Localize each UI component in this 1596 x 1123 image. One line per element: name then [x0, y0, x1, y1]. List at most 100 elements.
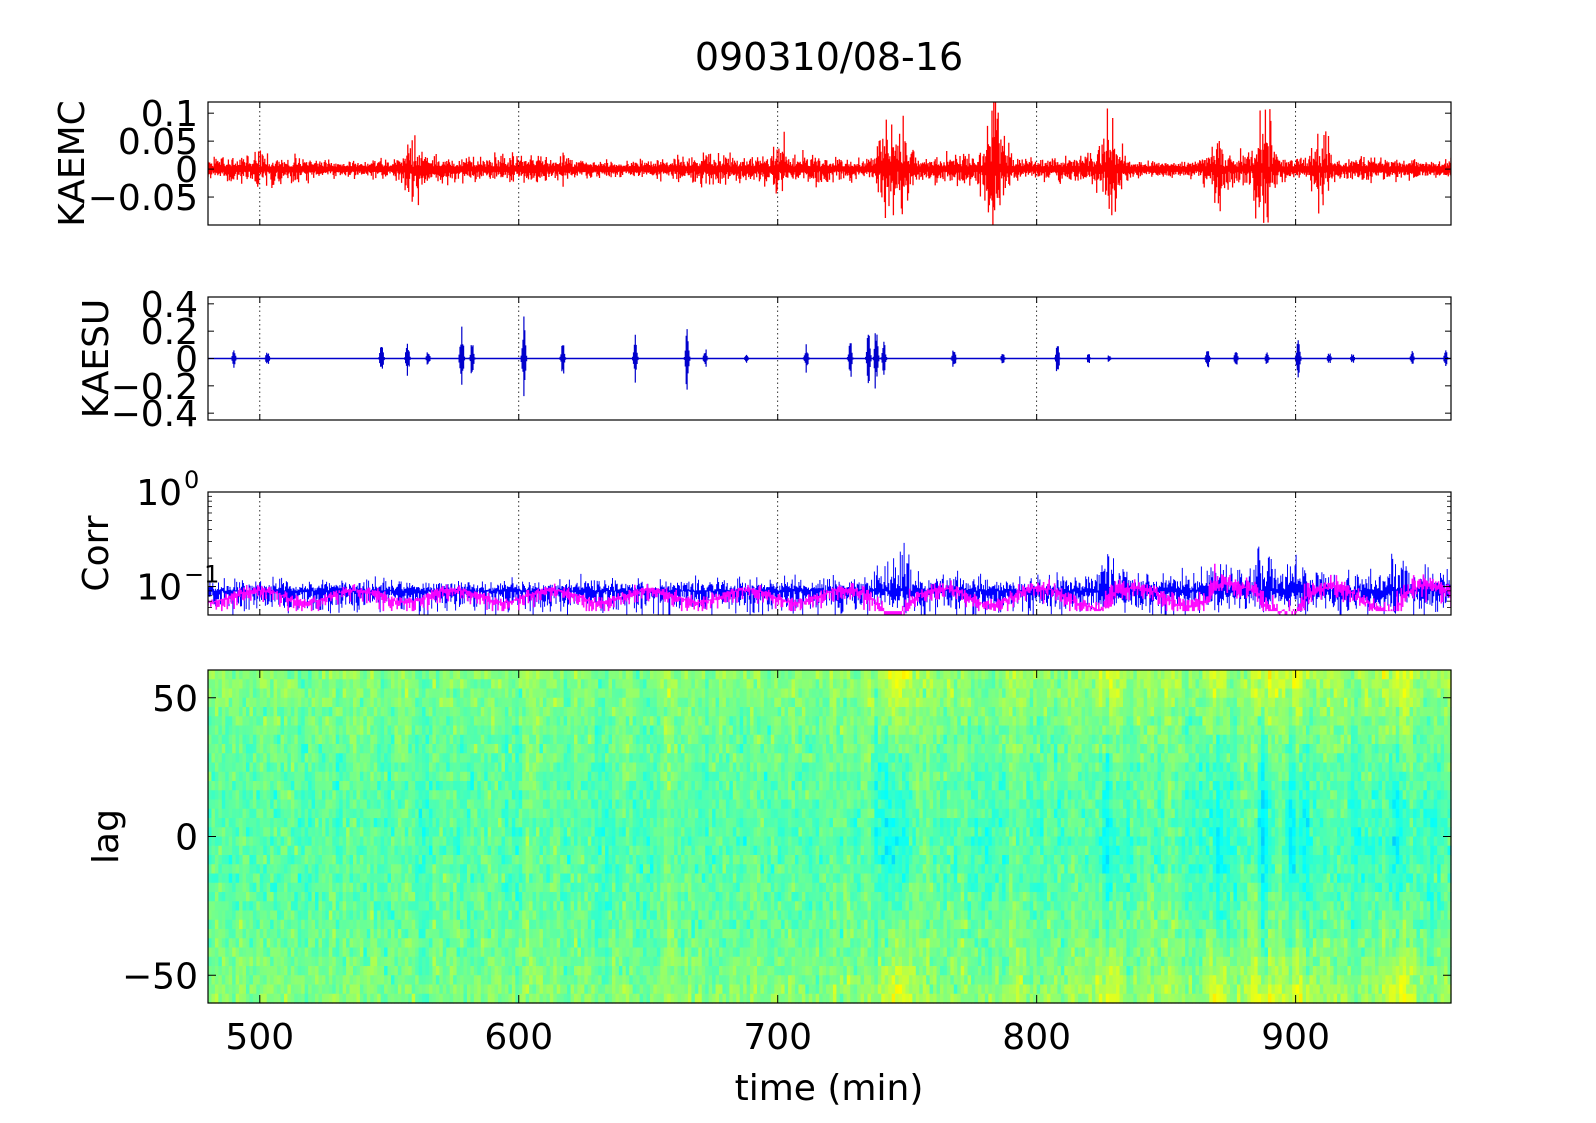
- heatmap-cell: [556, 892, 561, 902]
- heatmap-cell: [404, 697, 409, 708]
- heatmap-cell: [632, 762, 637, 773]
- heatmap-cell: [594, 984, 599, 995]
- heatmap-cell: [401, 762, 406, 773]
- heatmap-cell: [235, 827, 240, 838]
- heatmap-cell: [601, 919, 606, 930]
- heatmap-cell: [266, 679, 271, 690]
- heatmap-cell: [570, 716, 575, 727]
- heatmap-cell: [221, 762, 226, 773]
- heatmap-cell: [484, 716, 489, 727]
- heatmap-cell: [252, 938, 257, 949]
- heatmap-cell: [611, 929, 617, 939]
- heatmap-cell: [273, 734, 278, 745]
- heatmap-cell: [280, 744, 285, 754]
- heatmap-cell: [287, 781, 292, 791]
- kaesu-y-tick-label-1: 0.2: [141, 312, 198, 353]
- heatmap-cell: [463, 993, 468, 1004]
- heatmap-cell: [460, 697, 465, 708]
- heatmap-cell: [529, 855, 534, 865]
- heatmap-cell: [442, 901, 447, 912]
- heatmap-cell: [608, 679, 613, 690]
- heatmap-cell: [263, 753, 268, 764]
- heatmap-cell: [349, 864, 354, 875]
- heatmap-cell: [584, 873, 589, 884]
- heatmap-cell: [601, 938, 606, 949]
- heatmap-cell: [328, 827, 333, 838]
- heatmap-cell: [477, 799, 482, 810]
- heatmap-cell: [249, 984, 254, 995]
- heatmap-cell: [377, 753, 382, 764]
- heatmap-cell: [318, 929, 323, 939]
- heatmap-cell: [618, 697, 623, 708]
- heatmap-cell: [432, 938, 437, 949]
- heatmap-cell: [622, 799, 627, 810]
- heatmap-cell: [567, 873, 572, 884]
- heatmap-cell: [663, 910, 668, 921]
- heatmap-cell: [401, 919, 406, 930]
- heatmap-cell: [408, 845, 413, 856]
- heatmap-cell: [456, 790, 461, 801]
- heatmap-cell: [442, 882, 447, 893]
- heatmap-cell: [280, 799, 285, 810]
- heatmap-cell: [508, 688, 513, 699]
- heatmap-cell: [532, 947, 537, 958]
- heatmap-cell: [218, 919, 223, 930]
- heatmap-cell: [494, 818, 499, 828]
- heatmap-cell: [577, 707, 582, 717]
- heatmap-cell: [536, 892, 541, 902]
- heatmap-cell: [504, 864, 509, 875]
- heatmap-cell: [605, 808, 610, 819]
- heatmap-cell: [280, 929, 285, 939]
- heatmap-cell: [335, 975, 340, 986]
- heatmap-cell: [577, 836, 582, 847]
- heatmap-cell: [218, 984, 223, 995]
- heatmap-cell: [453, 827, 458, 838]
- heatmap-cell: [208, 670, 213, 680]
- heatmap-cell: [221, 901, 226, 912]
- heatmap-cell: [335, 670, 340, 680]
- heatmap-cell: [529, 892, 534, 902]
- heatmap-cell: [373, 827, 378, 838]
- heatmap-cell: [353, 781, 358, 791]
- heatmap-cell: [228, 845, 233, 856]
- heatmap-cell: [466, 910, 472, 921]
- kaemc-y-tick-label-3: −0.05: [88, 178, 198, 219]
- heatmap-cell: [522, 707, 527, 717]
- heatmap-cell: [494, 762, 499, 773]
- heatmap-cell: [594, 845, 599, 856]
- heatmap-cell: [321, 725, 326, 736]
- heatmap-cell: [542, 744, 547, 754]
- heatmap-cell: [325, 910, 330, 921]
- heatmap-cell: [239, 734, 244, 745]
- heatmap-cell: [646, 910, 651, 921]
- heatmap-cell: [577, 753, 582, 764]
- heatmap-cell: [290, 734, 295, 745]
- heatmap-cell: [342, 956, 347, 967]
- heatmap-cell: [446, 818, 451, 828]
- heatmap-cell: [660, 744, 665, 754]
- heatmap-cell: [408, 864, 413, 875]
- heatmap-cell: [228, 873, 233, 884]
- heatmap-cell: [584, 984, 589, 995]
- heatmap-cell: [415, 929, 420, 939]
- heatmap-cell: [287, 697, 292, 708]
- heatmap-cell: [235, 725, 240, 736]
- heatmap-cell: [422, 882, 427, 893]
- heatmap-cell: [470, 956, 475, 967]
- kaesu-y-tick-label-3: −0.2: [111, 367, 198, 408]
- heatmap-cell: [432, 725, 437, 736]
- heatmap-cell: [211, 845, 216, 856]
- heatmap-cell: [297, 688, 302, 699]
- heatmap-cell: [349, 984, 354, 995]
- heatmap-cell: [636, 892, 641, 902]
- heatmap-cell: [473, 744, 478, 754]
- heatmap-cell: [477, 919, 482, 930]
- heatmap-cell: [435, 845, 440, 856]
- heatmap-cell: [601, 679, 606, 690]
- heatmap-cell: [394, 919, 399, 930]
- heatmap-cell: [214, 956, 219, 967]
- heatmap-cell: [391, 707, 396, 717]
- heatmap-cell: [529, 790, 534, 801]
- heatmap-cell: [636, 873, 641, 884]
- heatmap-cell: [318, 975, 323, 986]
